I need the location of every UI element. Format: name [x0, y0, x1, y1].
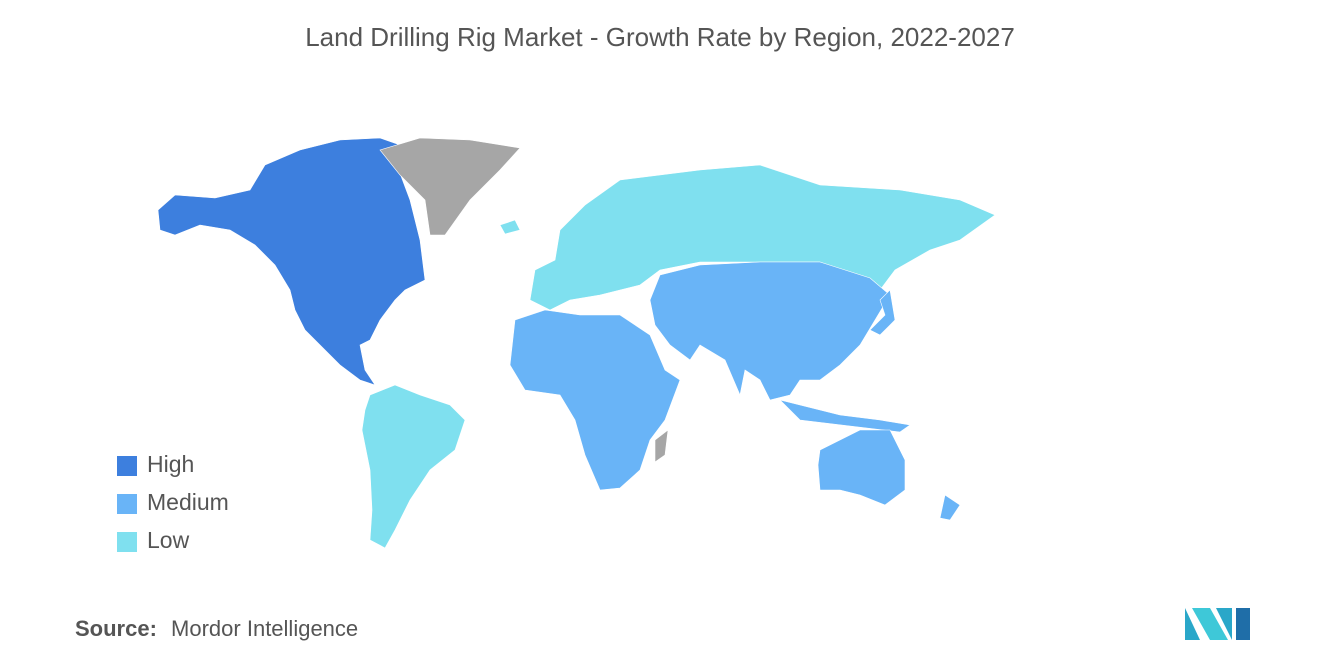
legend-swatch	[117, 532, 137, 552]
south-america	[361, 384, 466, 549]
madagascar	[654, 429, 669, 463]
australia	[817, 429, 906, 506]
japan	[869, 289, 896, 336]
title: Land Drilling Rig Market - Growth Rate b…	[305, 22, 1015, 52]
source-label: Source:	[75, 616, 157, 641]
legend-swatch	[117, 456, 137, 476]
legend-label: Medium	[147, 489, 229, 515]
asia	[649, 261, 891, 401]
map	[157, 137, 996, 549]
legend-label: Low	[147, 527, 190, 553]
europe-russia	[529, 164, 996, 311]
logo	[1185, 608, 1250, 640]
north-america	[157, 137, 426, 386]
new-zealand	[939, 494, 961, 521]
legend: High Medium Low	[117, 451, 229, 553]
source: Source: Mordor Intelligence	[75, 616, 358, 641]
indonesia	[779, 399, 911, 433]
iceland	[499, 219, 521, 235]
greenland	[379, 137, 521, 236]
africa	[509, 309, 681, 491]
legend-swatch	[117, 494, 137, 514]
legend-label: High	[147, 451, 194, 477]
source-text: Mordor Intelligence	[171, 616, 358, 641]
